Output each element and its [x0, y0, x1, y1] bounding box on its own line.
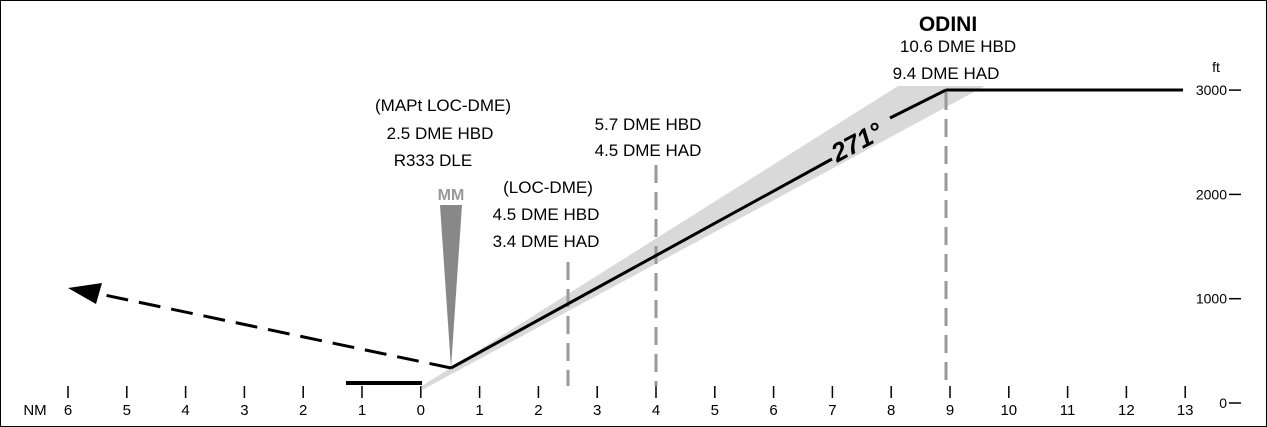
distance-tick-label: 2 [299, 402, 307, 419]
altitude-tick-label: 3000 [1196, 82, 1227, 98]
distance-tick-label: 12 [1118, 402, 1135, 419]
altitude-tick-label: 1000 [1196, 291, 1227, 307]
distance-tick-label: 3 [240, 402, 248, 419]
middle-marker-label: MM [438, 187, 465, 204]
fix-odini-line-2: 9.4 DME HAD [893, 64, 1000, 83]
distance-tick-label: 9 [946, 402, 954, 419]
distance-tick-label: 10 [1000, 402, 1017, 419]
descent-corridor [422, 86, 985, 390]
altitude-axis: 3000 2000 1000 0 [1196, 82, 1241, 411]
distance-tick-label: 6 [64, 402, 72, 419]
descent-path-upper [889, 88, 947, 120]
distance-tick-label: 5 [123, 402, 131, 419]
distance-tick-label: 2 [534, 402, 542, 419]
fix-d-line-1: (MAPt LOC-DME) [375, 96, 511, 115]
distance-tick-label: 1 [475, 402, 483, 419]
distance-tick-label: 11 [1060, 402, 1076, 419]
distance-tick-label: 5 [711, 402, 719, 419]
distance-unit-label: NM [23, 402, 46, 419]
altitude-tick-label: 2000 [1196, 186, 1227, 202]
altitude-tick-label: 0 [1219, 395, 1227, 411]
distance-axis: 6 5 4 3 2 1 0 1 2 3 4 5 6 7 8 9 10 11 12 13 [64, 386, 1194, 419]
middle-marker-cone [440, 205, 462, 368]
distance-tick-label: 0 [417, 402, 425, 419]
fix-d-line-2: 2.5 DME HBD [387, 124, 494, 143]
distance-tick-label: 8 [887, 402, 895, 419]
fix-c-line-3: 3.4 DME HAD [493, 232, 600, 251]
distance-tick-label: 4 [181, 402, 189, 419]
descent-path-lower [450, 157, 833, 370]
fix-c-line-2: 4.5 DME HBD [493, 205, 600, 224]
distance-tick-label: 6 [769, 402, 777, 419]
altitude-unit-label: ft [1212, 59, 1220, 75]
fix-b-line-1: 5.7 DME HBD [595, 115, 702, 134]
missed-approach-arrow-icon [68, 283, 102, 304]
fix-b-line-2: 4.5 DME HAD [595, 141, 702, 160]
distance-tick-label: 7 [828, 402, 836, 419]
fix-d-line-3: R333 DLE [394, 151, 472, 170]
distance-tick-label: 1 [358, 402, 366, 419]
distance-tick-label: 13 [1177, 402, 1194, 419]
fix-name-odini: ODINI [919, 13, 977, 36]
fix-odini-line-1: 10.6 DME HBD [900, 37, 1016, 56]
distance-tick-label: 4 [652, 402, 660, 419]
distance-tick-label: 3 [593, 402, 601, 419]
missed-approach-path [94, 291, 452, 370]
fix-c-line-1: (LOC-DME) [503, 178, 593, 197]
